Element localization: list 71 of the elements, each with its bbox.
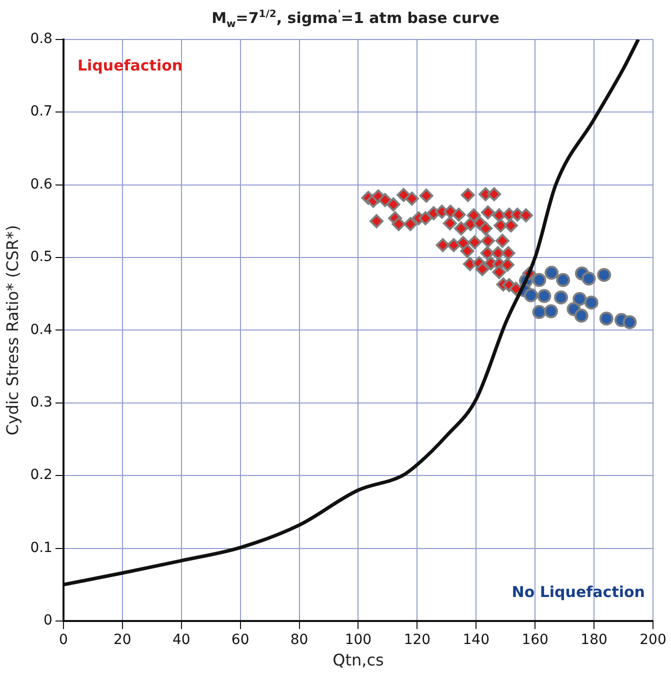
x-axis-title: Qtn,cs — [332, 650, 384, 670]
y-tick-label: 0 — [44, 612, 52, 629]
point — [468, 235, 482, 250]
x-tick-label: 140 — [462, 632, 490, 648]
point — [378, 193, 392, 208]
y-tick-label: 0.6 — [30, 176, 53, 192]
point — [495, 234, 510, 248]
point — [386, 197, 400, 212]
point — [554, 290, 568, 304]
point — [446, 238, 461, 252]
y-tick-label: 0.3 — [30, 394, 52, 411]
point — [544, 266, 559, 280]
y-tick-label: 0.2 — [30, 467, 52, 484]
point — [418, 211, 432, 226]
point — [492, 265, 506, 280]
point — [392, 217, 406, 232]
point — [466, 208, 481, 222]
x-tick-label: 0 — [59, 632, 68, 648]
point — [419, 188, 434, 203]
point — [524, 288, 538, 302]
point — [442, 216, 457, 230]
point — [478, 221, 493, 236]
point — [436, 238, 450, 252]
y-tick-label: 0.1 — [30, 540, 52, 556]
point — [475, 262, 490, 276]
point — [504, 218, 518, 233]
point — [403, 217, 418, 232]
x-tick-label: 120 — [404, 632, 431, 648]
x-tick-label: 180 — [580, 632, 608, 648]
point — [532, 305, 546, 320]
y-tick-label: 0.8 — [30, 31, 52, 48]
point — [599, 312, 614, 326]
x-tick-label: 160 — [522, 632, 548, 648]
point — [537, 289, 552, 304]
point — [582, 272, 596, 286]
point — [404, 192, 419, 206]
point — [532, 273, 546, 288]
point — [584, 296, 598, 310]
annotation: Liquefaction — [77, 56, 183, 74]
point — [460, 188, 475, 202]
point — [370, 214, 384, 228]
x-tick-label: 200 — [640, 632, 666, 648]
point — [480, 205, 495, 220]
point — [556, 273, 570, 288]
point — [460, 244, 474, 258]
point — [500, 258, 514, 272]
chart-title: M$_{w}$=7$^{1/2}$, sigma$^{'}$=1 atm base curve — [210, 8, 500, 30]
y-tick-label: 0.4 — [30, 322, 53, 338]
point — [494, 218, 508, 233]
point — [622, 315, 637, 330]
annotation: No Liquefaction — [512, 582, 645, 601]
point — [544, 304, 558, 318]
point — [572, 292, 587, 306]
point — [454, 221, 468, 236]
x-tick-label: 20 — [114, 632, 132, 648]
x-tick-label: 40 — [172, 632, 190, 648]
y-tick-label: 0.7 — [30, 104, 52, 120]
point — [508, 282, 523, 296]
point — [480, 234, 495, 248]
y-axis-title: Cydic Stress Ratio* (CSR*) — [2, 224, 22, 436]
point — [518, 208, 533, 222]
y-tick-label: 0.5 — [30, 249, 52, 266]
x-tick-label: 60 — [231, 632, 250, 648]
point — [501, 246, 516, 260]
point — [396, 188, 411, 202]
point — [574, 308, 588, 323]
x-tick-label: 100 — [344, 632, 372, 648]
point — [597, 268, 612, 282]
point — [452, 208, 466, 222]
point — [487, 187, 502, 202]
x-tick-label: 80 — [290, 632, 308, 648]
